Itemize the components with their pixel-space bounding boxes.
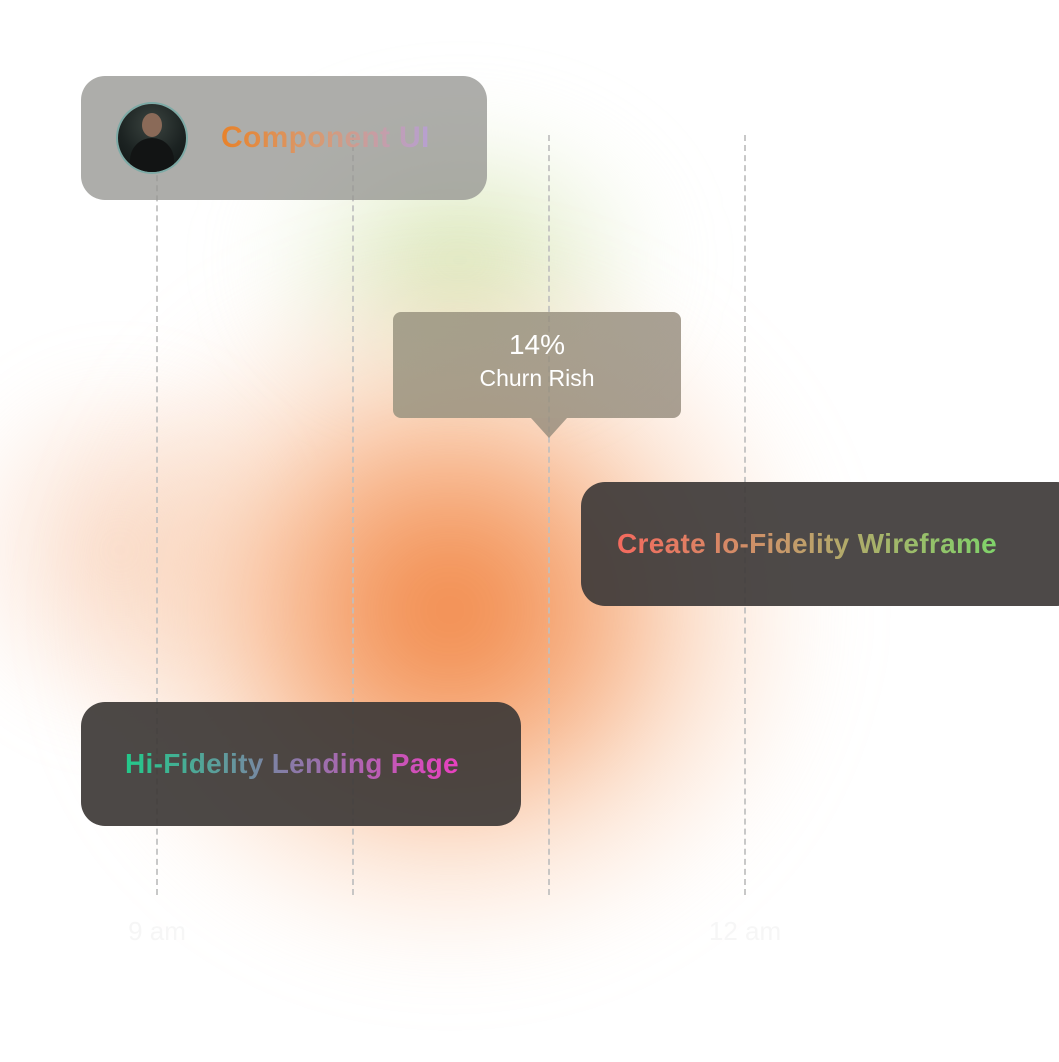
task-card-component-ui[interactable]: Component UI [81,76,487,200]
timeline-gridline [352,135,354,895]
timeline-gridline [156,135,158,895]
task-card-landing-page[interactable]: Hi-Fidelity Lending Page [81,702,521,826]
time-label: 9 am [128,916,186,946]
churn-risk-value: 14% [508,329,566,360]
time-label: 12 am [708,916,782,946]
timeline-gridline [548,135,550,895]
task-title: Create lo-Fidelity Wireframe [617,528,998,559]
churn-risk-tooltip: 14% Churn Rish [393,312,681,438]
churn-risk-label: Churn Rish [479,365,595,391]
avatar-body-shape [130,138,174,172]
avatar-head-shape [142,113,162,137]
task-title: Component UI [221,121,430,154]
task-title: Hi-Fidelity Lending Page [125,748,459,779]
avatar[interactable] [118,104,186,172]
task-card-wireframe[interactable]: Create lo-Fidelity Wireframe [581,482,1059,606]
